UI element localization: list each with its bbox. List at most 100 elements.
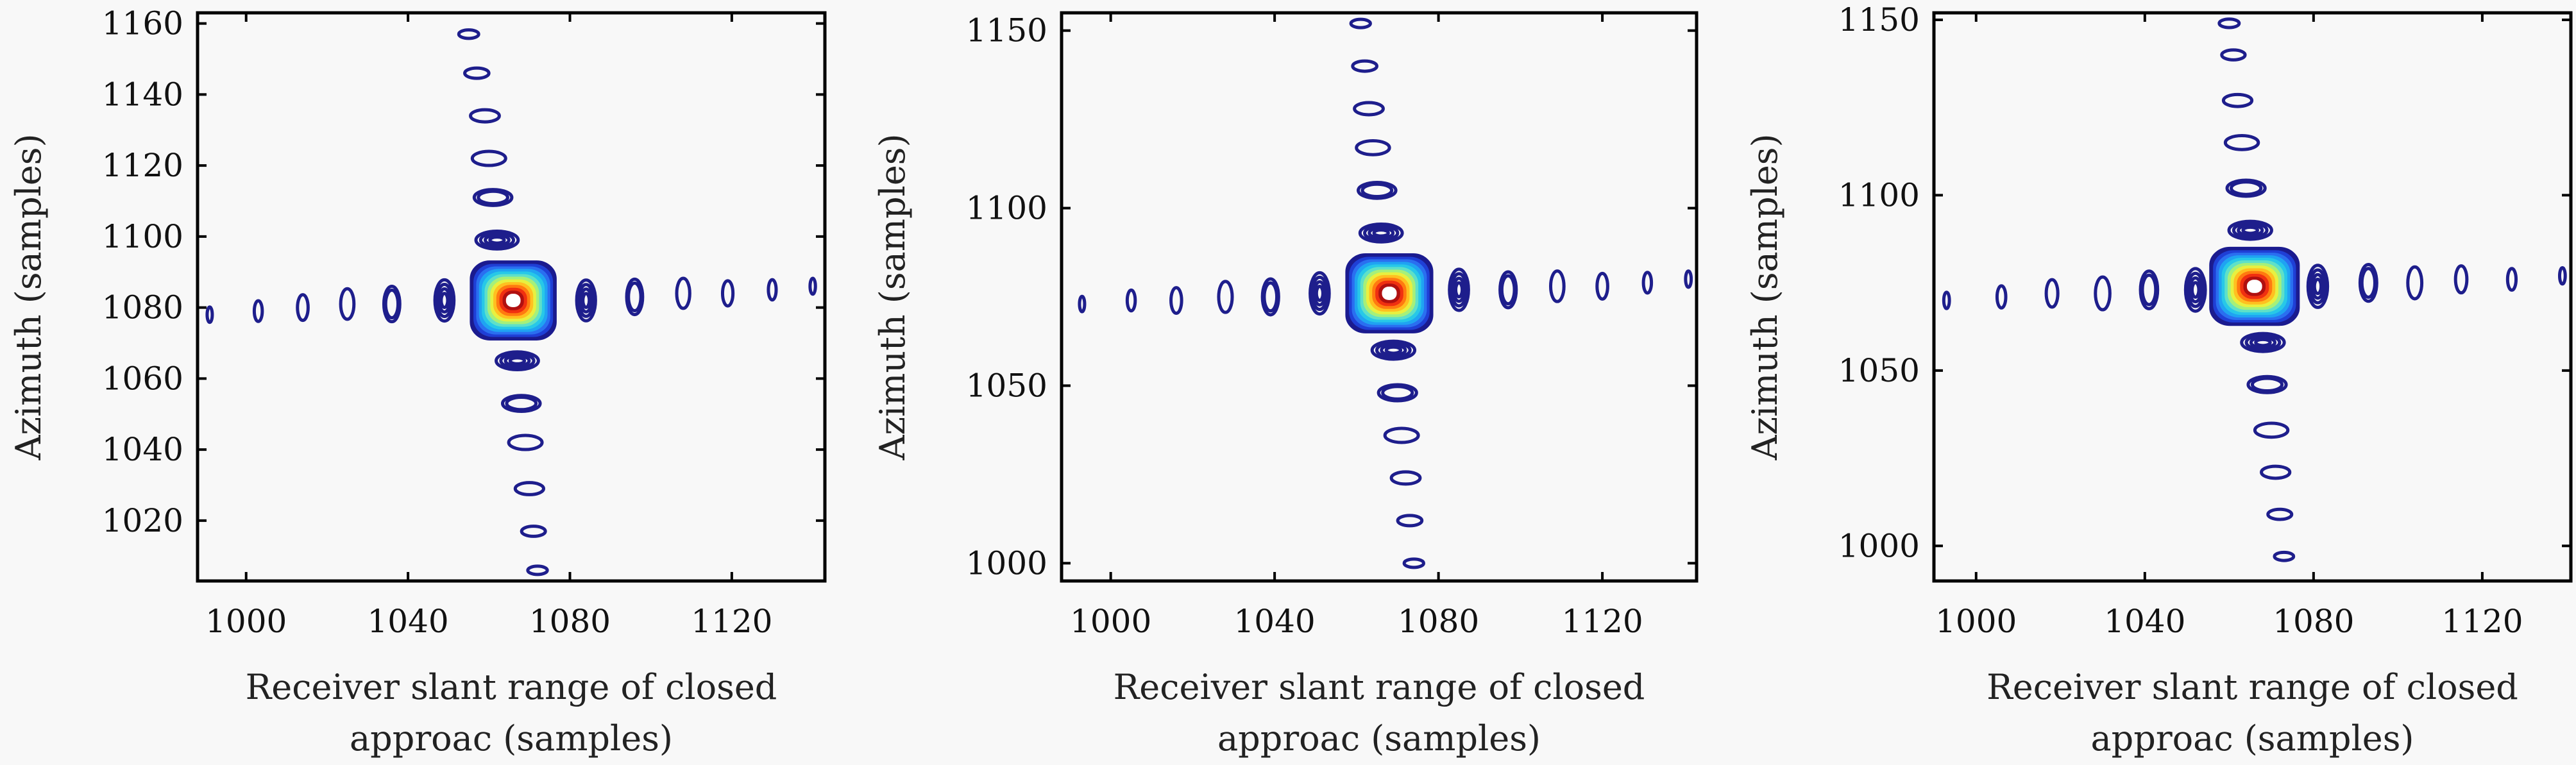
azimuth-sidelobe-7-ring-2 — [499, 352, 536, 369]
range-sidelobe-3 — [296, 293, 310, 323]
y-tick-label-2: 1050 — [1838, 352, 1920, 389]
range-sidelobe-1 — [1078, 294, 1087, 314]
x-tick-label-1: 1000 — [205, 603, 287, 640]
azimuth-sidelobe-8-ring-1 — [500, 394, 542, 413]
range-sidelobe-10 — [1595, 271, 1609, 301]
azimuth-sidelobe-7-ring-2 — [1375, 341, 1412, 359]
azimuth-sidelobe-9 — [2253, 421, 2290, 439]
azimuth-sidelobe-1 — [457, 28, 480, 40]
mainlobe-level-13 — [505, 294, 521, 307]
range-sidelobe-7-ring-4 — [1454, 281, 1464, 299]
range-sidelobe-7-ring-1 — [2306, 264, 2330, 309]
y-tick-label-1: 1000 — [1838, 527, 1920, 564]
azimuth-sidelobe-6-ring-1 — [2227, 219, 2273, 241]
range-sidelobe-12 — [2557, 265, 2567, 286]
y-tick-label-4: 1150 — [1838, 1, 1920, 38]
x-axis-label-line-2: approac (samples) — [2090, 718, 2414, 759]
range-sidelobe-10 — [2453, 264, 2469, 295]
range-sidelobe-6-ring-3 — [2188, 276, 2203, 304]
range-sidelobe-7-ring-3 — [579, 287, 593, 314]
x-tick-label-3: 1080 — [2273, 603, 2354, 640]
plot-area — [205, 28, 817, 576]
azimuth-sidelobe-7-ring-3 — [1380, 343, 1407, 357]
x-tick-label-3: 1080 — [529, 603, 611, 640]
azimuth-sidelobe-7-ring-2 — [2244, 333, 2282, 351]
azimuth-sidelobe-12 — [1402, 557, 1425, 569]
azimuth-sidelobe-1 — [1349, 17, 1372, 29]
plot-area — [1942, 17, 2567, 562]
azimuth-sidelobe-6-ring-2 — [1363, 224, 1400, 242]
azimuth-sidelobe-5-ring-2 — [1360, 182, 1394, 199]
x-axis-label-line-1: Receiver slant range of closed — [1987, 667, 2518, 707]
range-sidelobe-4 — [1217, 280, 1234, 314]
azimuth-sidelobe-11 — [1396, 514, 1424, 528]
mainlobe-level-13 — [2246, 280, 2262, 293]
range-sidelobe-6-ring-2 — [2186, 271, 2205, 308]
range-sidelobe-8-ring-2 — [627, 281, 643, 313]
range-sidelobe-7-ring-3 — [1452, 276, 1466, 303]
azimuth-sidelobe-10 — [513, 481, 545, 496]
x-axis-label-line-2: approac (samples) — [1217, 718, 1541, 759]
y-axis-label: Azimuth (samples) — [1745, 133, 1785, 460]
y-tick-label-3: 1060 — [102, 360, 183, 397]
x-tick-label-4: 1120 — [2441, 603, 2523, 640]
azimuth-sidelobe-7-ring-3 — [504, 354, 531, 367]
range-sidelobe-12 — [1684, 269, 1693, 289]
azimuth-sidelobe-8-ring-1 — [2246, 374, 2288, 394]
azimuth-sidelobe-6-ring-2 — [2232, 221, 2269, 239]
range-sidelobe-5-ring-1 — [382, 284, 402, 324]
azimuth-sidelobe-5-ring-2 — [2230, 180, 2263, 196]
azimuth-sidelobe-5-ring-2 — [477, 189, 509, 206]
range-sidelobe-6-ring-4 — [439, 292, 450, 309]
range-sidelobe-4 — [339, 287, 356, 321]
azimuth-sidelobe-2 — [2220, 48, 2247, 62]
chart-panel-2: 1000 1040 1080 1120 1000 1050 1100 1150 Receiver… — [872, 11, 1699, 759]
azimuth-sidelobe-7-ring-1 — [495, 350, 540, 372]
range-sidelobe-7-ring-4 — [2312, 277, 2323, 296]
range-sidelobe-6-ring-3 — [437, 287, 452, 314]
range-sidelobe-11 — [2505, 267, 2518, 292]
range-sidelobe-11 — [767, 278, 778, 302]
azimuth-sidelobe-5-ring-1 — [472, 188, 514, 207]
azimuth-sidelobe-10 — [2260, 464, 2292, 480]
range-sidelobe-6-ring-1 — [433, 278, 456, 323]
range-sidelobe-6-ring-4 — [1314, 285, 1325, 302]
range-sidelobe-10 — [720, 279, 735, 308]
x-tick-label-2: 1040 — [2104, 603, 2185, 640]
azimuth-sidelobe-12 — [2273, 550, 2296, 562]
chart-panel-1: 1000 1040 1080 1120 1020 1040 1060 1080 1100 1120… — [8, 5, 827, 759]
y-tick-label-2: 1050 — [966, 367, 1047, 404]
azimuth-sidelobe-9 — [507, 433, 544, 451]
azimuth-sidelobe-6-ring-3 — [1368, 226, 1395, 240]
azimuth-sidelobe-6-ring-4 — [2241, 225, 2259, 235]
x-axis-label-line-2: approac (samples) — [350, 718, 673, 759]
range-sidelobe-5-ring-2 — [1262, 281, 1279, 313]
range-sidelobe-2 — [1125, 288, 1137, 313]
range-sidelobe-7-ring-4 — [581, 292, 591, 309]
azimuth-sidelobe-7-ring-3 — [2249, 335, 2277, 349]
range-sidelobe-2 — [1995, 284, 2008, 310]
azimuth-sidelobe-2 — [1351, 59, 1378, 73]
y-tick-label-4: 1150 — [966, 12, 1047, 49]
azimuth-sidelobe-4 — [2223, 133, 2260, 151]
plot-area — [1078, 17, 1693, 569]
azimuth-sidelobe-11 — [520, 525, 547, 538]
azimuth-sidelobe-8-ring-1 — [1377, 383, 1418, 403]
azimuth-sidelobe-8-ring-2 — [2250, 376, 2284, 392]
x-tick-label-3: 1080 — [1398, 603, 1479, 640]
range-sidelobe-1 — [1942, 290, 1951, 310]
range-sidelobe-8-ring-1 — [2358, 262, 2378, 303]
range-sidelobe-7-ring-2 — [1450, 272, 1468, 308]
azimuth-sidelobe-5-ring-1 — [1357, 181, 1398, 200]
azimuth-sidelobe-9 — [1383, 426, 1420, 444]
range-sidelobe-6-ring-2 — [435, 282, 453, 319]
axes-frame — [1932, 11, 2573, 583]
range-sidelobe-8-ring-1 — [625, 277, 645, 317]
azimuth-sidelobe-8-ring-2 — [505, 395, 538, 412]
range-sidelobe-5-ring-2 — [2140, 273, 2158, 307]
x-tick-label-4: 1120 — [1561, 603, 1643, 640]
azimuth-sidelobe-6-ring-1 — [1358, 222, 1404, 244]
azimuth-sidelobe-11 — [2266, 507, 2294, 521]
x-tick-label-4: 1120 — [691, 603, 772, 640]
